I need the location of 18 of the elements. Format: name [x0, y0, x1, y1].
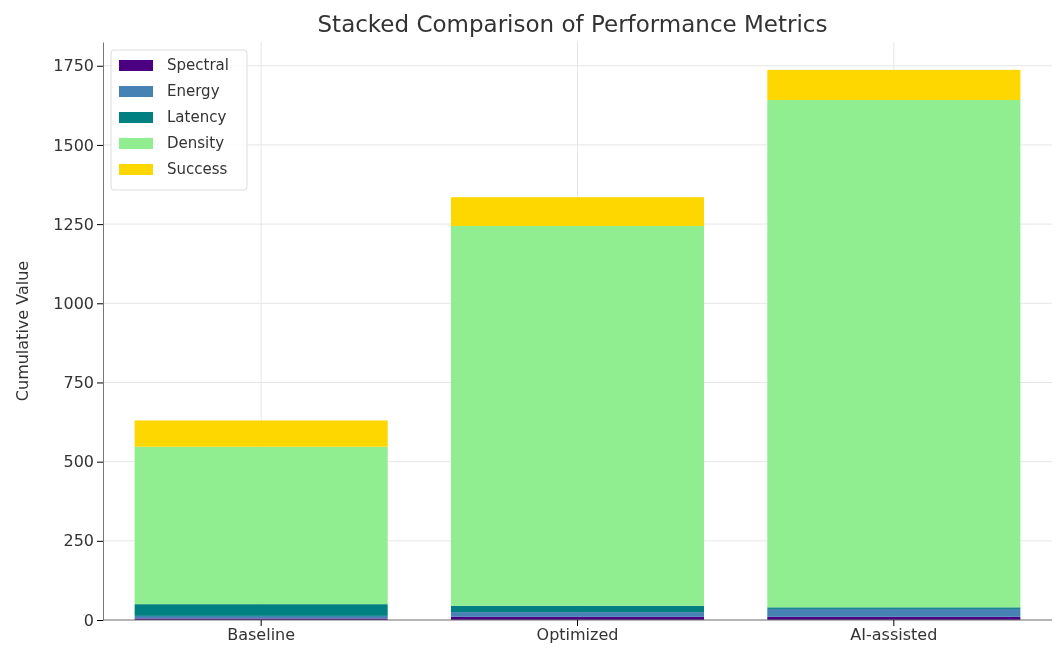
legend-label: Density: [167, 134, 225, 152]
legend-label: Latency: [167, 108, 227, 126]
legend-label: Success: [167, 160, 228, 178]
legend-label: Spectral: [167, 56, 229, 74]
y-tick-label: 0: [83, 610, 94, 630]
y-tick-label: 500: [63, 452, 94, 472]
y-tick-label: 1750: [53, 56, 94, 76]
y-tick-label: 1000: [53, 293, 94, 313]
y-tick-label: 1500: [53, 135, 94, 155]
y-axis-title: Cumulative Value: [13, 260, 32, 402]
x-tick-label: Baseline: [227, 625, 296, 645]
y-tick-label: 250: [63, 531, 94, 551]
x-tick-label: AI-assisted: [850, 625, 938, 645]
x-tick-label: Optimized: [536, 625, 619, 645]
y-tick-label: 750: [63, 373, 94, 393]
chart-title: Stacked Comparison of Performance Metrics: [317, 11, 828, 37]
y-tick-label: 1250: [53, 214, 94, 234]
legend-label: Energy: [167, 82, 220, 100]
